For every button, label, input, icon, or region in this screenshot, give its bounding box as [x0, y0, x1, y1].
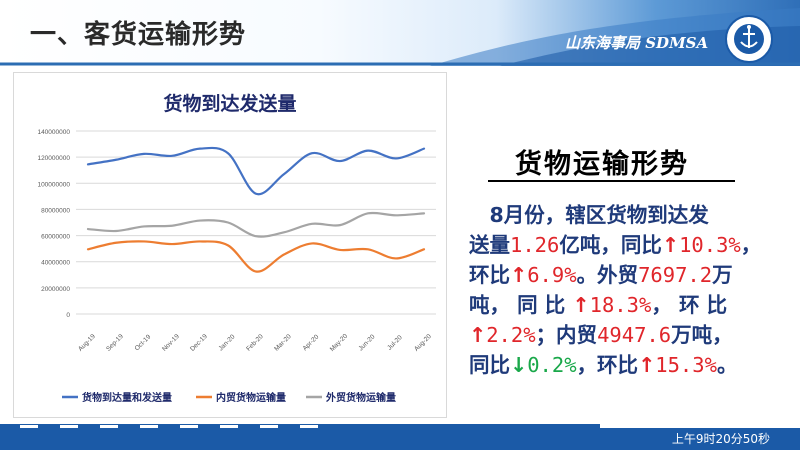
- stat-value: 6.9%: [527, 263, 577, 287]
- summary-line: ↑2.2%；内贸4947.6万吨，: [469, 320, 781, 350]
- legend-label: 外贸货物运输量: [325, 391, 396, 404]
- slide-header: 一、客货运输形势 山东海事局 SDMSA: [0, 0, 800, 66]
- stat-value: 15.3%: [655, 353, 717, 377]
- chart-title: 货物到达发送量: [163, 93, 297, 115]
- stat-value: 4947.6: [597, 323, 672, 347]
- x-tick-label: Feb-20: [245, 333, 265, 353]
- arrow-up-icon: ↑: [661, 233, 680, 257]
- arrow-up-icon: ↑: [510, 263, 528, 287]
- summary-text-segment: 送量: [469, 233, 510, 257]
- y-tick-label: 120000000: [37, 155, 70, 162]
- summary-text-segment: 环比: [469, 263, 510, 287]
- y-tick-label: 0: [66, 312, 70, 319]
- series-line-1: [86, 146, 426, 196]
- footer-bar: [0, 428, 800, 450]
- y-tick-label: 80000000: [41, 207, 70, 214]
- x-tick-label: Aug-20: [413, 333, 433, 353]
- x-tick-label: Jun-20: [357, 333, 376, 352]
- x-tick-label: Jan-20: [217, 333, 236, 352]
- y-tick-label: 140000000: [37, 129, 70, 136]
- x-tick-label: May-20: [329, 333, 350, 354]
- summary-text-segment: ；内贸: [535, 323, 598, 347]
- summary-text-segment: 同比: [469, 353, 510, 377]
- arrow-down-icon: ↓: [510, 353, 528, 377]
- summary-line: 送量1.26亿吨，同比↑10.3%，: [469, 230, 781, 260]
- msa-logo-icon: [725, 15, 773, 63]
- y-tick-label: 40000000: [41, 260, 70, 267]
- x-tick-label: Mar-20: [273, 333, 293, 353]
- arrow-up-icon: ↑: [572, 293, 590, 317]
- summary-line: 同比↓0.2%，环比↑15.3%。: [469, 350, 781, 380]
- summary-text-segment: 万吨，: [671, 323, 733, 347]
- summary-text: 8月份，辖区货物到达发 送量1.26亿吨，同比↑10.3%， 环比↑6.9%。外贸7…: [469, 200, 781, 380]
- stat-value: 7697.2: [638, 263, 713, 287]
- clock-text: 上午9时20分50秒: [671, 432, 770, 446]
- stat-value: 18.3%: [589, 293, 652, 317]
- x-tick-label: Apr-20: [302, 333, 321, 352]
- x-tick-label: Dec-19: [189, 333, 209, 353]
- line-chart: 0 20000000 40000000 60000000 80000000 1000000…: [37, 129, 436, 404]
- chart-panel: 货物到达发送量 0 20000000 40000000 60000000 8000000…: [13, 72, 447, 418]
- summary-text-segment: 亿吨，同比: [559, 233, 662, 257]
- y-tick-label: 60000000: [41, 234, 70, 241]
- summary-text-segment: 。外贸: [576, 263, 639, 287]
- summary-text-segment: 8月份，辖区货物到达发: [469, 203, 709, 227]
- stat-value: 2.2%: [486, 323, 536, 347]
- arrow-up-icon: ↑: [469, 323, 487, 347]
- summary-text-segment: 万: [712, 263, 733, 287]
- y-tick-label: 100000000: [37, 181, 70, 188]
- summary-line: 环比↑6.9%。外贸7697.2万: [469, 260, 781, 290]
- legend-label: 货物到达量和发送量: [82, 391, 172, 404]
- summary-line: 8月份，辖区货物到达发: [469, 200, 781, 230]
- arrow-up-icon: ↑: [638, 353, 656, 377]
- x-tick-label: Sep-19: [105, 333, 125, 353]
- stat-value: 1.26: [510, 233, 560, 257]
- summary-text-segment: ， 环 比: [651, 293, 728, 317]
- x-tick-label: Aug-19: [77, 333, 97, 353]
- summary-text-segment: 吨， 同 比: [469, 293, 573, 317]
- x-tick-label: Oct-19: [134, 333, 153, 352]
- series-line-2: [86, 240, 426, 273]
- summary-text-segment: 。: [716, 353, 738, 377]
- heading-underline: [488, 180, 735, 182]
- footer-stripe-decoration: [0, 424, 600, 430]
- legend-label: 内贸货物运输量: [216, 391, 286, 404]
- x-tick-label: Nov-19: [161, 333, 181, 353]
- stat-value: 10.3%: [679, 233, 741, 257]
- summary-text-segment: ，环比: [576, 353, 639, 377]
- page-title: 一、客货运输形势: [30, 20, 247, 50]
- stat-value: 0.2%: [527, 353, 577, 377]
- series-line-3: [86, 211, 426, 238]
- x-tick-label: Jul-20: [386, 334, 404, 352]
- header-swoosh-decoration: [0, 8, 800, 66]
- summary-line: 吨， 同 比 ↑18.3%， 环 比: [469, 290, 781, 320]
- summary-text-segment: ，: [740, 233, 762, 257]
- brand-name: 山东海事局 SDMSA: [565, 34, 709, 52]
- y-tick-label: 20000000: [41, 286, 70, 293]
- summary-heading: 货物运输形势: [515, 149, 689, 180]
